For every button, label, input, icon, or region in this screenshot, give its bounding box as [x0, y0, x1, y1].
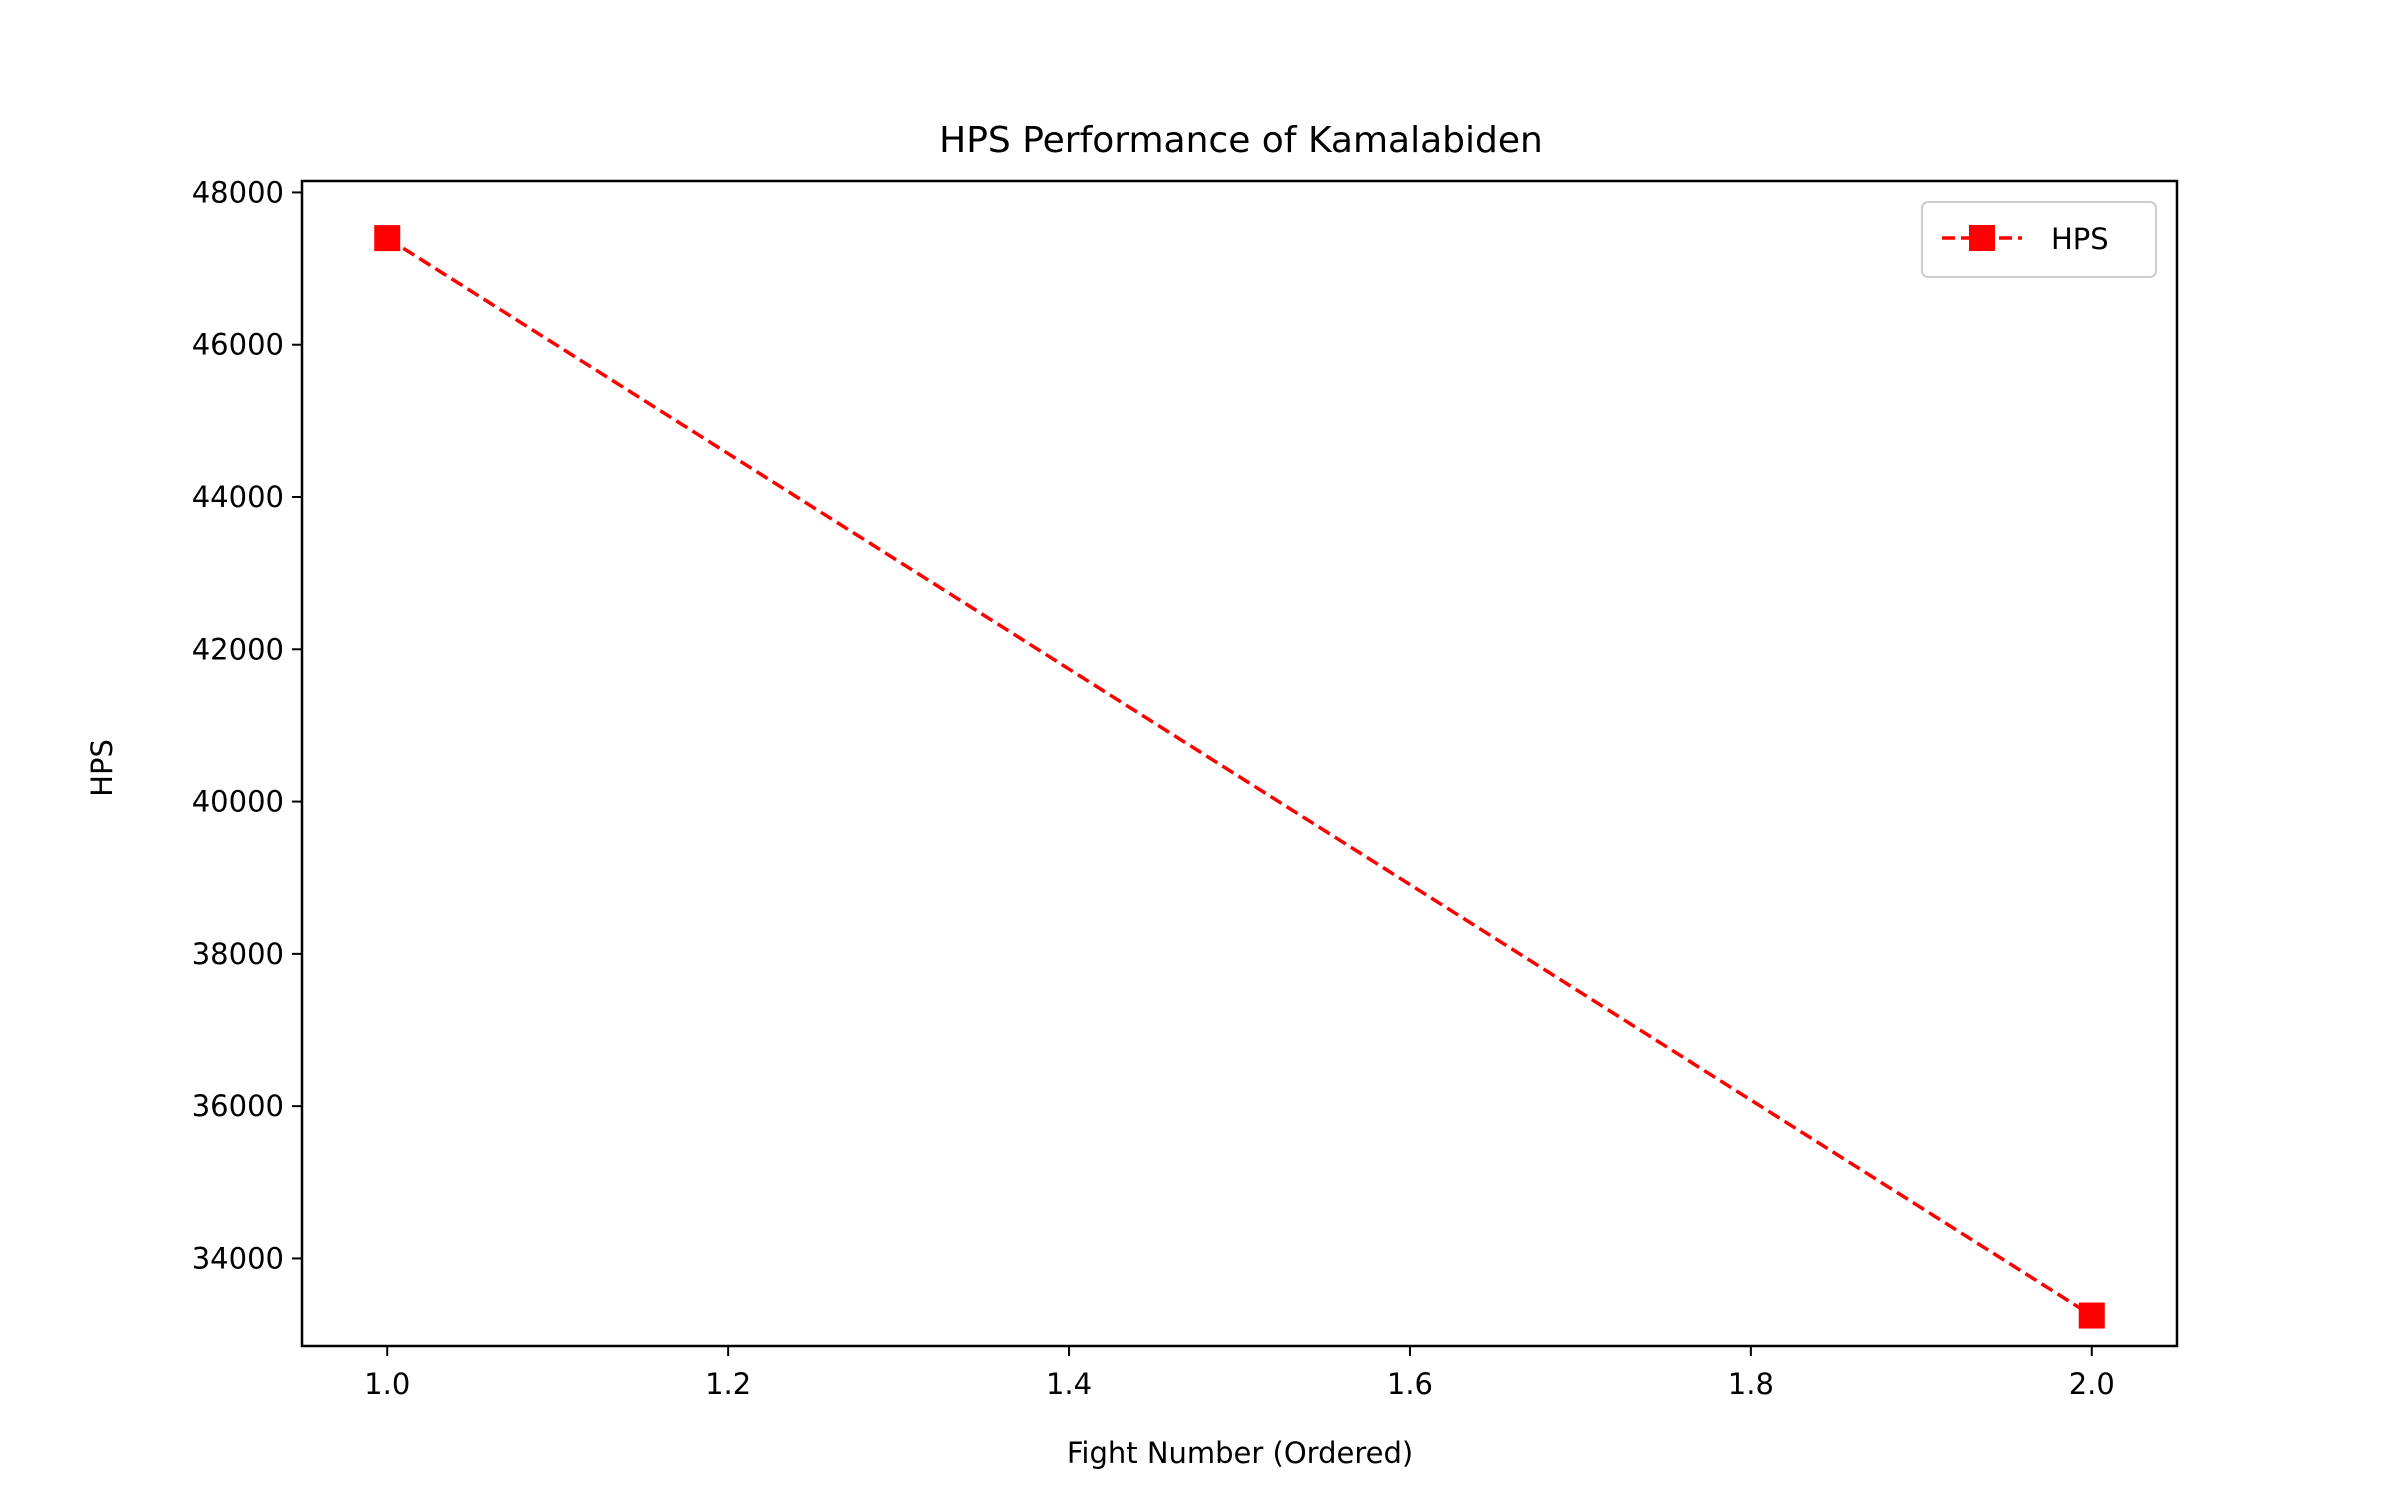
plot-series [374, 225, 2105, 1329]
legend-label: HPS [2051, 222, 2109, 256]
x-tick-label: 1.0 [364, 1367, 410, 1401]
y-tick-label: 38000 [192, 937, 284, 971]
series-line-hps [386, 236, 2093, 1318]
plot-frame [300, 179, 2179, 1348]
y-tick-label: 46000 [192, 328, 284, 362]
legend-box [1921, 201, 2157, 278]
y-tick-label: 42000 [192, 632, 284, 666]
x-tick-label: 1.8 [1728, 1367, 1774, 1401]
x-axis-label: Fight Number (Ordered) [1067, 1436, 1413, 1470]
y-tick-label: 40000 [192, 785, 284, 819]
legend-marker-sample [1969, 225, 1995, 251]
y-tick-label: 36000 [192, 1089, 284, 1123]
y-axis-ticks: 34000 36000 38000 40000 42000 44000 46000 48000 [192, 175, 302, 1275]
data-point-marker [374, 225, 401, 252]
x-tick-label: 2.0 [2069, 1367, 2115, 1401]
y-tick-label: 34000 [192, 1241, 284, 1275]
data-point-marker [2078, 1302, 2105, 1329]
x-tick-label: 1.2 [705, 1367, 751, 1401]
x-axis-ticks: 1.0 1.2 1.4 1.6 1.8 2.0 [364, 1346, 2115, 1401]
y-tick-label: 48000 [192, 175, 284, 209]
x-tick-label: 1.6 [1387, 1367, 1433, 1401]
chart-title: HPS Performance of Kamalabiden [939, 120, 1543, 161]
y-axis-label: HPS [85, 739, 119, 797]
legend: HPS [1921, 201, 2157, 278]
x-tick-label: 1.4 [1046, 1367, 1092, 1401]
y-tick-label: 44000 [192, 480, 284, 514]
